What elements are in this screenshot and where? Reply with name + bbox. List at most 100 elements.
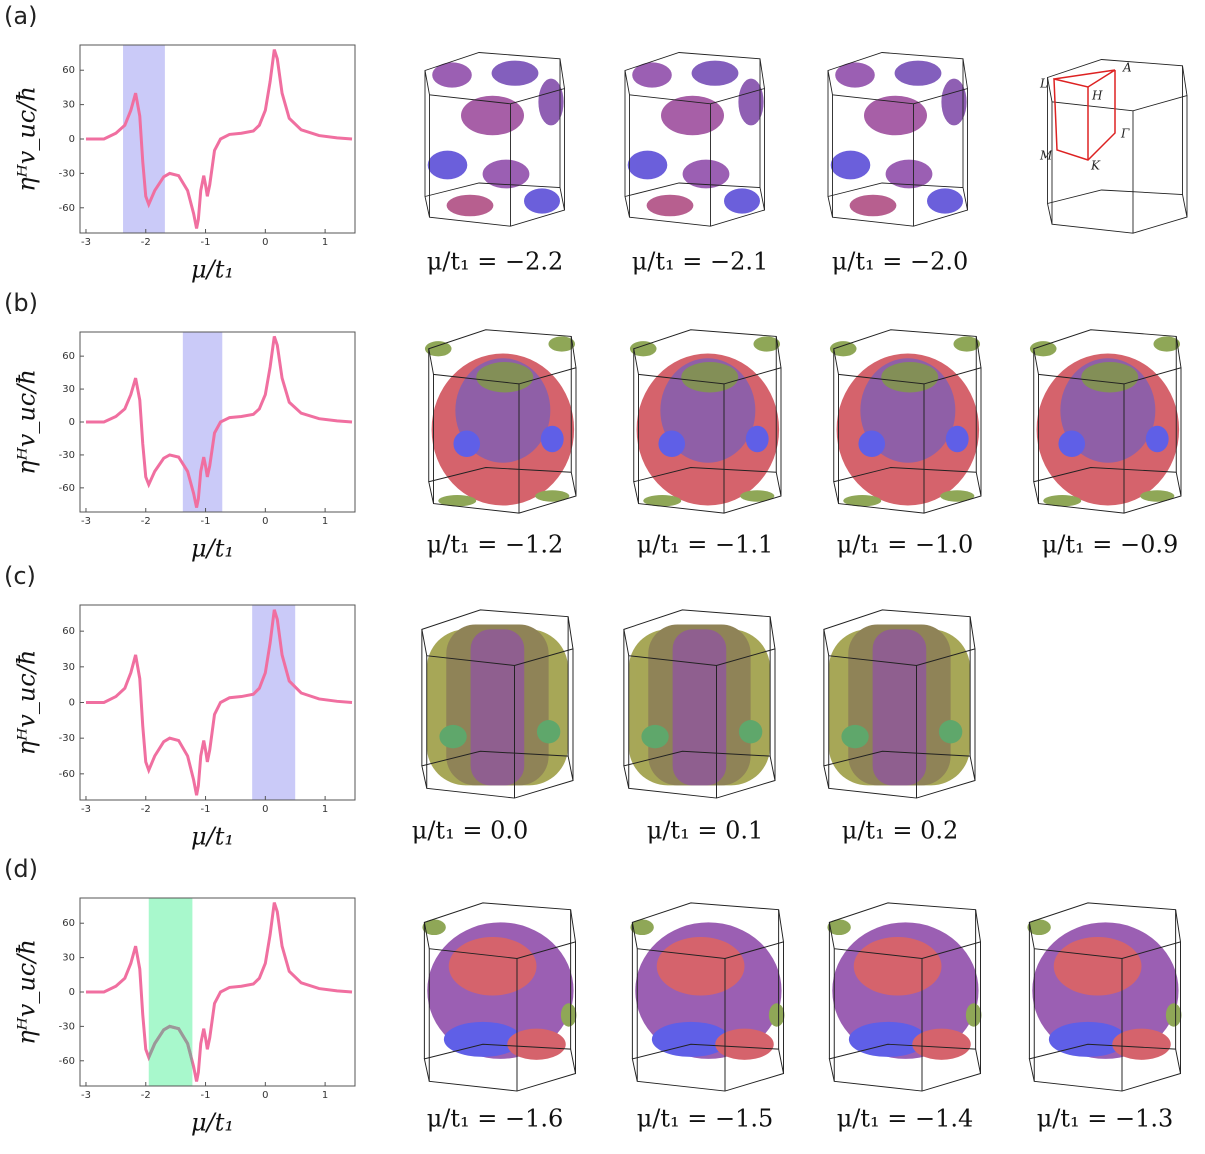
highlight-band [183, 332, 222, 512]
fermi-surface [830, 330, 981, 513]
snapshot-label: μ/t₁ = −0.9 [1042, 531, 1179, 559]
snapshot-label: μ/t₁ = 0.0 [412, 817, 528, 845]
y-tick-label: -60 [59, 203, 75, 214]
highlight-band [123, 45, 165, 233]
x-tick-label: -1 [201, 804, 211, 815]
plot-frame [80, 605, 355, 800]
surfaces-d [422, 903, 1181, 1091]
x-tick-label: -2 [141, 1090, 151, 1101]
surfaces-b [425, 330, 1181, 513]
y-tick-label: 60 [62, 626, 75, 637]
bz-label: L [1039, 77, 1048, 91]
x-tick-label: 0 [262, 237, 268, 248]
y-axis-label: ηᴴv_uc/ħ [13, 650, 41, 756]
fermi-surface [1027, 903, 1181, 1091]
plot-frame [80, 45, 355, 233]
bz-path [1054, 70, 1115, 160]
y-tick-label: 60 [62, 918, 75, 929]
panel-label: (a) [4, 2, 37, 30]
bz-label: A [1122, 61, 1132, 75]
bz-wireframe [1048, 60, 1188, 234]
y-tick-label: -30 [59, 733, 75, 744]
x-tick-label: -3 [81, 1090, 91, 1101]
x-tick-label: 1 [322, 1090, 328, 1101]
fermi-surface [624, 610, 775, 798]
snapshot-label: μ/t₁ = −2.2 [427, 248, 564, 276]
highlight-band [149, 898, 193, 1086]
fermi-surface [422, 610, 573, 798]
bz-label: Γ [1120, 127, 1130, 141]
x-axis-label: μ/t₁ [191, 256, 234, 284]
brillouin-zone: L A H Γ M K [1039, 60, 1187, 234]
x-axis-label: μ/t₁ [191, 535, 234, 563]
surfaces-c [422, 610, 975, 798]
y-tick-label: 0 [69, 698, 75, 709]
x-tick-label: 1 [322, 804, 328, 815]
snapshot-label: μ/t₁ = −2.1 [632, 248, 769, 276]
x-tick-label: -2 [141, 237, 151, 248]
y-tick-label: -30 [59, 1021, 75, 1032]
x-tick-label: -1 [201, 237, 211, 248]
curve [86, 610, 352, 795]
x-tick-label: -1 [201, 1090, 211, 1101]
fermi-surface [422, 903, 576, 1091]
x-tick-label: -3 [81, 804, 91, 815]
fermi-surface [824, 610, 975, 798]
x-tick-label: 0 [262, 516, 268, 527]
x-axis-label: μ/t₁ [191, 1109, 234, 1137]
bz-label: H [1091, 89, 1103, 103]
highlight-band [252, 605, 295, 800]
x-tick-label: -2 [141, 516, 151, 527]
panel-label: (b) [4, 289, 38, 317]
x-tick-label: -2 [141, 804, 151, 815]
snapshot-label: μ/t₁ = −1.5 [637, 1105, 774, 1133]
snapshot-label: μ/t₁ = 0.1 [647, 817, 763, 845]
x-tick-label: -3 [81, 237, 91, 248]
y-tick-label: -60 [59, 483, 75, 494]
y-tick-label: 30 [62, 100, 75, 111]
y-tick-label: 0 [69, 987, 75, 998]
x-tick-label: 0 [262, 1090, 268, 1101]
y-tick-label: 30 [62, 662, 75, 673]
curve [86, 903, 352, 1082]
snapshot-label: μ/t₁ = −1.4 [837, 1105, 974, 1133]
fermi-surface [827, 903, 981, 1091]
y-axis-label: ηᴴv_uc/ħ [13, 369, 41, 475]
snapshot-label: μ/t₁ = −1.0 [837, 531, 974, 559]
figure: L A H Γ M K (a)-60-3003060-3-2-101μ/t₁ηᴴ… [0, 0, 1205, 1150]
y-axis-label: ηᴴv_uc/ħ [13, 939, 41, 1045]
snapshot-label: μ/t₁ = −1.2 [427, 531, 564, 559]
bz-label: M [1039, 149, 1053, 163]
fermi-surface [630, 330, 781, 513]
snapshot-label: μ/t₁ = −1.1 [637, 531, 774, 559]
snapshot-label: μ/t₁ = −1.6 [427, 1105, 564, 1133]
x-tick-label: 1 [322, 237, 328, 248]
y-tick-label: -60 [59, 769, 75, 780]
snapshot-label: μ/t₁ = 0.2 [842, 817, 958, 845]
fermi-surface [425, 53, 565, 227]
y-tick-label: -30 [59, 168, 75, 179]
y-tick-label: 0 [69, 134, 75, 145]
panel-label: (c) [4, 562, 36, 590]
x-tick-label: -1 [201, 516, 211, 527]
snapshot-label: μ/t₁ = −1.3 [1037, 1105, 1174, 1133]
x-tick-label: 1 [322, 516, 328, 527]
surfaces-a [425, 53, 968, 227]
y-tick-label: -30 [59, 450, 75, 461]
bz-label: K [1090, 159, 1101, 173]
chart: (b) -60 -30 0 30 60 -3 -2 -1 0 1 μ/t₁ ηᴴv_uc/ħ μ/t₁ =… [4, 289, 1178, 563]
y-tick-label: 30 [62, 384, 75, 395]
fermi-surface [425, 330, 576, 513]
y-tick-label: 60 [62, 351, 75, 362]
y-tick-label: -60 [59, 1056, 75, 1067]
x-tick-label: 0 [262, 804, 268, 815]
y-tick-label: 30 [62, 953, 75, 964]
y-tick-label: 0 [69, 417, 75, 428]
x-tick-label: -3 [81, 516, 91, 527]
fermi-surface [1030, 330, 1181, 513]
fermi-surface [625, 53, 765, 227]
y-axis-label: ηᴴv_uc/ħ [13, 86, 41, 192]
plot-frame [80, 898, 355, 1086]
